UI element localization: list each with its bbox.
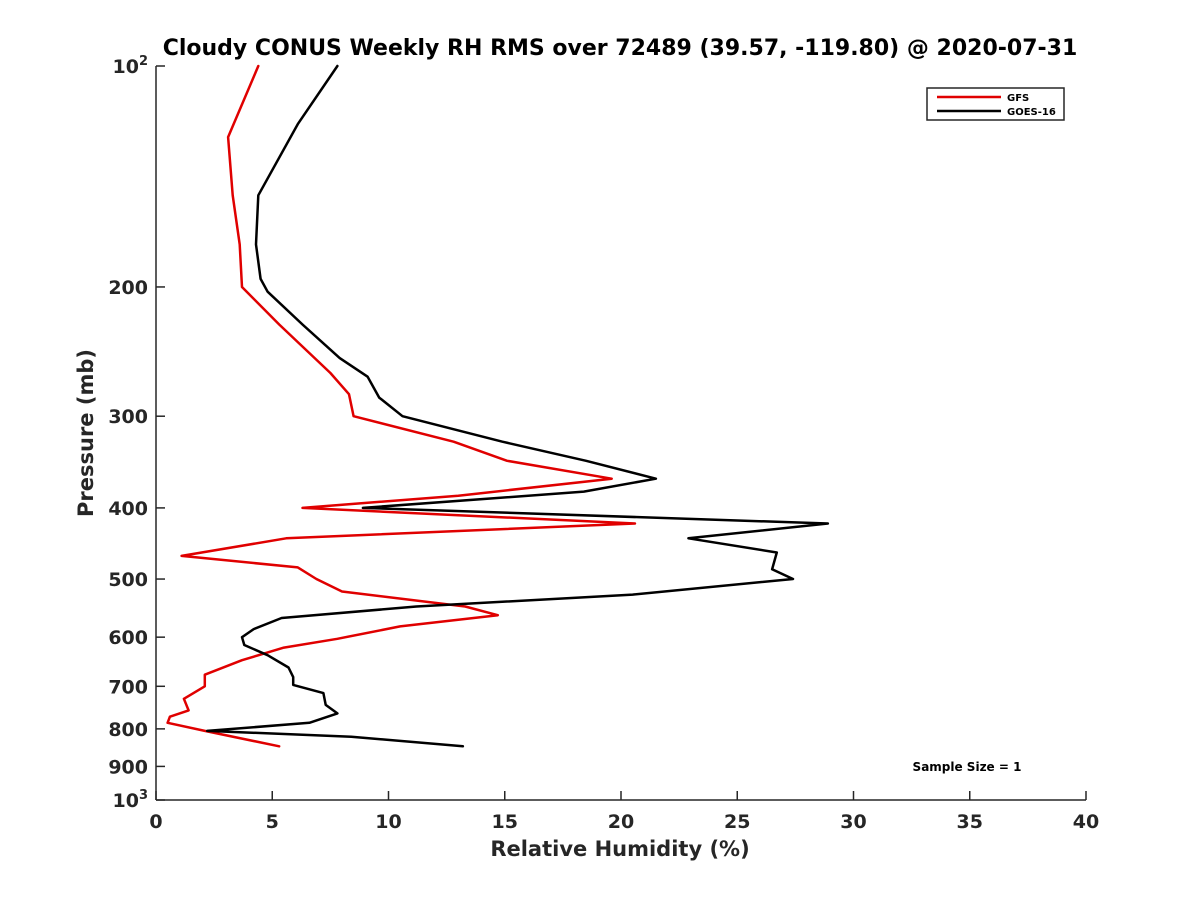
legend-box xyxy=(926,87,1065,121)
y-tick-label: 300 xyxy=(108,406,148,428)
x-tick-label: 30 xyxy=(840,811,866,833)
sample-size-annotation: Sample Size = 1 xyxy=(913,760,1022,774)
y-tick-label: 900 xyxy=(108,756,148,778)
y-tick-label: 500 xyxy=(108,569,148,591)
legend-label: GOES-16 xyxy=(1007,107,1056,118)
y-tick-label: 600 xyxy=(108,627,148,649)
x-tick-label: 10 xyxy=(375,811,401,833)
series-line-gfs xyxy=(166,64,637,748)
chart-title: Cloudy CONUS Weekly RH RMS over 72489 (3… xyxy=(163,36,1078,61)
y-tick-label: 700 xyxy=(108,676,148,698)
series-line-goes-16 xyxy=(205,64,830,748)
y-tick-label: 200 xyxy=(108,277,148,299)
x-tick-label: 5 xyxy=(266,811,279,833)
y-tick-label: 400 xyxy=(108,498,148,520)
legend: GFS GOES-16 xyxy=(926,87,1065,121)
x-tick-label: 0 xyxy=(149,811,162,833)
y-axis-label: Pressure (mb) xyxy=(74,349,98,517)
x-tick-label: 25 xyxy=(724,811,750,833)
y-tick-label: 103 xyxy=(113,788,149,812)
y-tick-label: 102 xyxy=(113,54,149,78)
y-tick-label: 800 xyxy=(108,719,148,741)
x-tick-label: 35 xyxy=(957,811,983,833)
x-axis-label: Relative Humidity (%) xyxy=(490,837,749,861)
axes: 0 5 10 15 20 25 30 35 40 102 200 300 400 500 600 700 800… xyxy=(108,54,1099,833)
x-tick-label: 15 xyxy=(492,811,518,833)
series-lines xyxy=(166,64,830,748)
x-tick-label: 20 xyxy=(608,811,634,833)
legend-label: GFS xyxy=(1007,93,1029,104)
x-tick-label: 40 xyxy=(1073,811,1099,833)
